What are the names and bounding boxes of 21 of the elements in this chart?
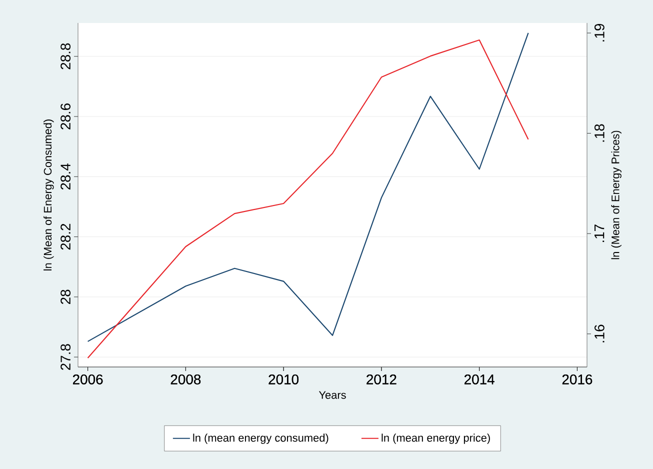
y-tick-label: 28.6 xyxy=(60,104,71,130)
y2-tick-label: .16 xyxy=(594,324,604,342)
x-tick-label: 2010 xyxy=(268,374,299,384)
y-tick-label: 28.8 xyxy=(60,43,71,70)
legend-label: ln (mean energy consumed) xyxy=(193,434,328,444)
x-tick-label: 2008 xyxy=(170,374,201,384)
y-axis-title: ln (Mean of Energy Consumed) xyxy=(44,120,54,270)
y2-tick-label: .18 xyxy=(594,124,604,142)
y2-tick-label: .19 xyxy=(594,24,604,42)
x-tick-label: 2014 xyxy=(464,374,494,384)
x-axis-title: Years xyxy=(318,391,346,399)
x-tick-label: 2016 xyxy=(562,374,592,384)
y-tick-label: 27.8 xyxy=(60,344,71,370)
y-tick-label: 28.4 xyxy=(60,163,71,190)
y-tick-label: 28.2 xyxy=(60,224,71,250)
y2-axis-title: ln (Mean of Energy Prices) xyxy=(611,130,622,260)
y2-tick-label: .17 xyxy=(594,224,604,242)
x-tick-label: 2012 xyxy=(366,374,396,384)
y-tick-label: 28 xyxy=(60,290,71,304)
legend-label: ln (mean energy price) xyxy=(382,434,490,444)
x-tick-label: 2006 xyxy=(72,374,103,384)
